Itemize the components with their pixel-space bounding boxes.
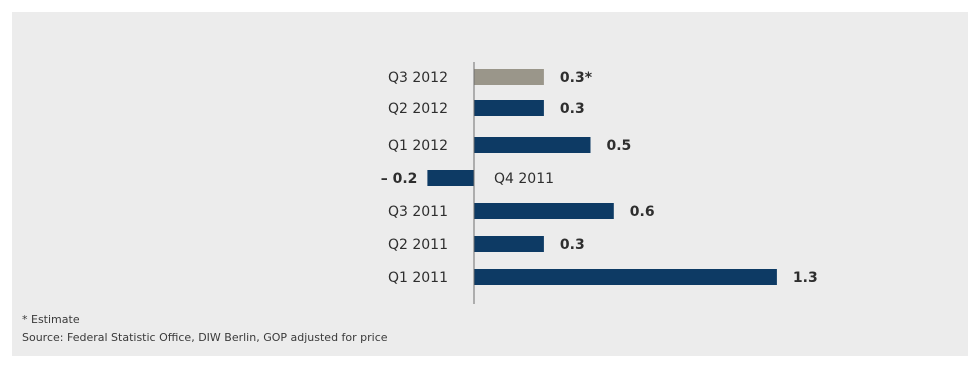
value-label: 0.5 [607, 138, 632, 154]
category-label: Q2 2011 [388, 237, 448, 253]
bars-layer [427, 69, 777, 285]
value-label: 0.6 [630, 204, 655, 220]
bar-q4-2011 [427, 170, 474, 186]
category-label: Q1 2012 [388, 138, 448, 154]
labels-layer: Q3 2012 0.3* Q2 2012 0.3 Q1 2012 0.5 Q4 2011 – … [381, 70, 818, 286]
value-label: 0.3 [560, 237, 585, 253]
bar-q2-2011 [474, 236, 544, 252]
category-label: Q3 2012 [388, 70, 448, 86]
value-label: 0.3* [560, 70, 593, 86]
value-label: 0.3 [560, 101, 585, 117]
footnote-estimate: * Estimate [22, 313, 80, 326]
footnote-source: Source: Federal Statistic Office, DIW Be… [22, 331, 388, 344]
bar-q3-2012 [474, 69, 544, 85]
bar-q1-2011 [474, 269, 777, 285]
category-label: Q1 2011 [388, 270, 448, 286]
bar-q1-2012 [474, 137, 591, 153]
value-label: 1.3 [793, 270, 818, 286]
category-label: Q4 2011 [494, 171, 554, 187]
category-label: Q3 2011 [388, 204, 448, 220]
category-label: Q2 2012 [388, 101, 448, 117]
bar-q2-2012 [474, 100, 544, 116]
bar-q3-2011 [474, 203, 614, 219]
value-label: – 0.2 [381, 171, 418, 187]
